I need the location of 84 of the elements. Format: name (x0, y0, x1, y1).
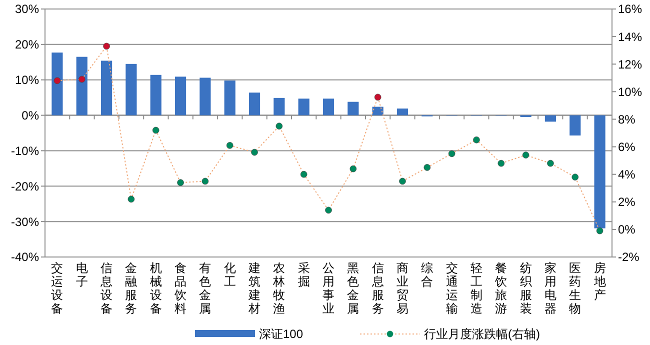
point (226, 142, 234, 149)
bar (224, 80, 236, 116)
x-tick-label: 房地产 (592, 261, 606, 302)
y-tick-label: -30% (10, 214, 40, 229)
point (596, 227, 604, 234)
y-tick-label: 0% (22, 108, 40, 122)
y2-tick-label: 16% (618, 2, 642, 16)
point (103, 42, 110, 50)
x-tick-label: 医药生物 (569, 261, 582, 316)
legend-label: 深证100 (259, 327, 304, 342)
bar (150, 74, 162, 116)
bar (248, 92, 260, 116)
point (374, 94, 382, 101)
y-tick-label: 10% (14, 73, 40, 88)
x-tick-label: 信息设备 (100, 261, 113, 316)
point (522, 152, 530, 158)
bar (544, 115, 556, 122)
point (276, 122, 283, 130)
bar (372, 106, 384, 116)
x-tick-label: 信息服务 (370, 261, 384, 316)
bar (126, 64, 137, 116)
bar (396, 108, 408, 116)
bar (298, 98, 310, 116)
x-tick-label: 交通运输 (446, 261, 458, 316)
x-tick-label: 交运设备 (51, 261, 64, 316)
y2-tick-label: -2% (618, 250, 640, 264)
y2-tick-label: 12% (618, 57, 642, 72)
bar (274, 98, 285, 116)
point (547, 160, 554, 167)
bar (348, 102, 359, 116)
point (448, 150, 456, 158)
y2-tick-label: 6% (618, 140, 636, 154)
x-tick-label: 机械设备 (150, 261, 162, 316)
bar (100, 60, 112, 116)
point (572, 174, 579, 180)
y-tick-label: -10% (10, 144, 40, 158)
point (128, 196, 135, 203)
point (300, 170, 308, 178)
bar (200, 78, 211, 116)
x-tick-label: 公用事业 (322, 261, 334, 316)
point (325, 206, 332, 214)
y-tick-label: 20% (14, 38, 40, 52)
x-tick-label: 有色金属 (199, 261, 212, 316)
y-tick-label: -20% (10, 179, 40, 194)
x-tick-label: 化工 (224, 261, 236, 288)
point (251, 148, 258, 156)
y2-tick-label: 4% (618, 168, 636, 182)
x-tick-label: 综合 (421, 261, 434, 288)
point (399, 178, 406, 185)
y2-tick-label: 2% (618, 195, 636, 210)
bar (174, 76, 186, 116)
x-tick-label: 采掘 (298, 261, 310, 288)
point (54, 77, 61, 84)
bar (76, 56, 88, 116)
bar (52, 52, 63, 116)
point (152, 126, 160, 134)
x-tick-label: 商业贸易 (396, 261, 408, 316)
bar (570, 115, 581, 136)
x-tick-label: 农林牧渔 (272, 261, 286, 316)
x-tick-label: 轻工制造 (470, 261, 482, 316)
y-tick-label: 30% (14, 2, 40, 16)
point (78, 76, 86, 83)
x-tick-label: 食品饮料 (174, 261, 187, 316)
point (473, 136, 480, 144)
y2-tick-label: 8% (618, 112, 636, 126)
x-tick-label: 建筑建材 (248, 261, 261, 316)
x-tick-label: 电子 (76, 261, 88, 288)
point (498, 160, 505, 167)
y2-tick-label: 10% (618, 84, 642, 99)
bar (594, 115, 606, 228)
point (177, 179, 184, 186)
point (350, 165, 357, 172)
point (202, 178, 209, 185)
point (424, 164, 431, 171)
y2-tick-label: 14% (618, 30, 642, 44)
x-tick-label: 纺织服装 (520, 261, 532, 316)
x-tick-label: 金融服务 (125, 261, 138, 316)
bar (322, 98, 334, 116)
x-tick-label: 黑色金属 (347, 261, 360, 316)
x-tick-label: 餐饮旅游 (494, 261, 508, 316)
legend-label: 行业月度涨跌幅(右轴) (424, 327, 540, 342)
x-tick-label: 家用电器 (544, 261, 556, 316)
y2-tick-label: 0% (618, 222, 636, 237)
y-tick-label: -40% (10, 250, 40, 264)
